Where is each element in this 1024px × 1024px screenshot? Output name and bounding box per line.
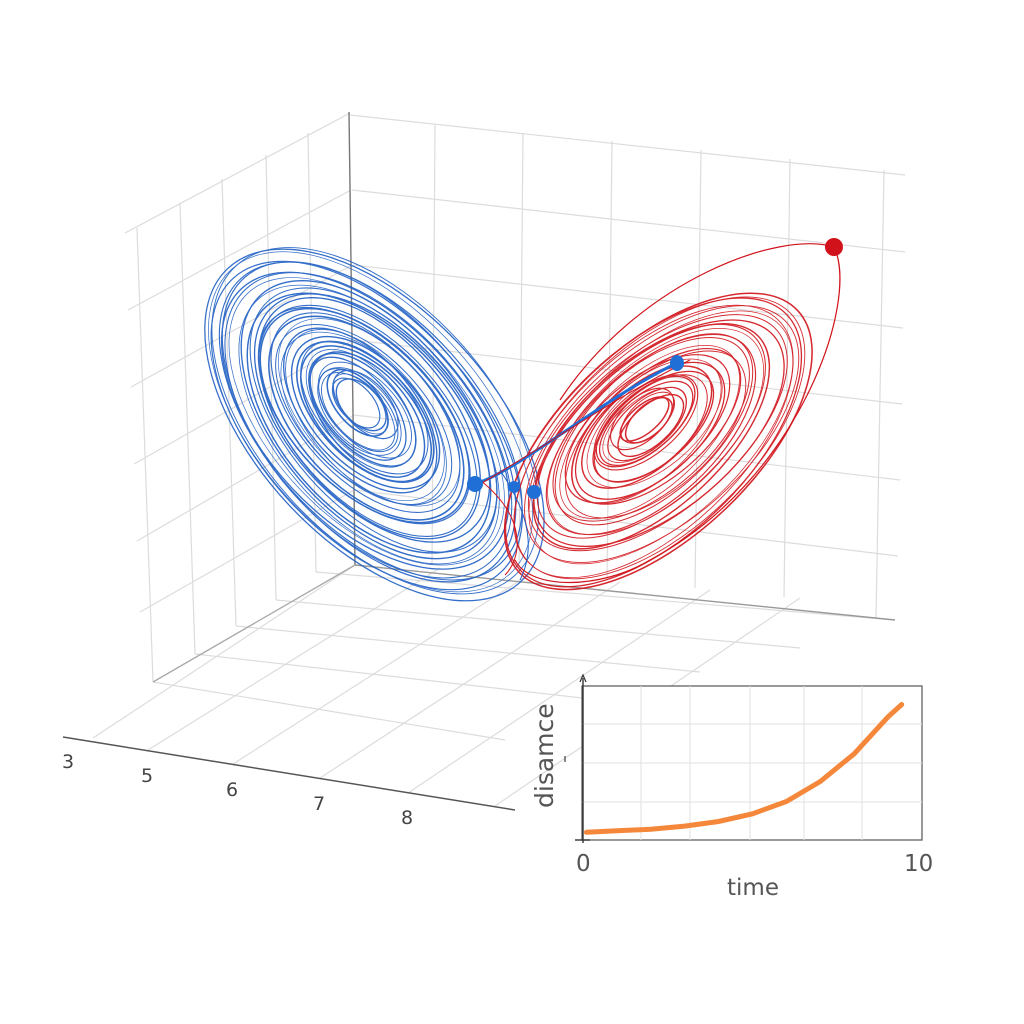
orbit-loop (320, 372, 396, 451)
orbit-loop (283, 327, 438, 494)
orbit-loop (532, 323, 771, 550)
trajectory-markers (467, 238, 843, 499)
orbit-loop (317, 361, 412, 459)
orbit-loop (238, 284, 500, 565)
orbit-loop (559, 344, 740, 519)
crossing-filament (514, 246, 841, 583)
orbit-loop (210, 260, 523, 591)
blue-point-marker (467, 476, 483, 492)
orbit-loop (331, 377, 381, 429)
orbit-loop (317, 367, 402, 456)
orbit-loop (305, 348, 416, 468)
x-axis-ticks: 3 5 6 7 8 (62, 751, 413, 829)
orbit-loop (607, 386, 688, 462)
x-tick-label: 6 (226, 779, 238, 801)
orbit-loop (527, 314, 788, 552)
x-tick-label: 7 (313, 793, 325, 815)
trajectory-blue (204, 247, 545, 602)
x-tick-label: 8 (401, 807, 413, 829)
orbit-loop (208, 251, 533, 593)
orbit-loop (299, 345, 433, 483)
orbit-loop (514, 296, 806, 580)
grid-back-wall (349, 114, 906, 619)
orbit-loop (275, 324, 453, 506)
orbit-loop (332, 369, 399, 440)
orbit-loop (581, 365, 713, 489)
orbit-loop (258, 297, 481, 540)
orbit-loop (211, 247, 540, 595)
orbit-loop (335, 378, 387, 432)
inset-ylabel: disamce (530, 703, 559, 808)
crossing-filament (499, 469, 529, 581)
inset-x-min-label: 0 (576, 851, 591, 877)
blue-point-marker (670, 355, 684, 371)
x-axis: 3 5 6 7 8 (62, 736, 516, 829)
inset-x-max-label: 10 (904, 851, 933, 877)
blue-point-marker (527, 485, 541, 499)
crossing-filament (479, 479, 518, 576)
orbit-loop (524, 305, 800, 563)
orbit-loop (240, 280, 498, 560)
orbit-loop (565, 350, 747, 519)
orbit-loop (246, 292, 492, 554)
orbit-loop (528, 310, 794, 565)
orbit-loop (619, 396, 670, 442)
orbit-loop (545, 333, 757, 536)
trajectory-red (503, 292, 813, 591)
orbit-loop (309, 356, 407, 461)
orbit-loop (533, 319, 785, 548)
orbit-loop (268, 315, 465, 521)
orbit-loop (595, 375, 696, 468)
orbit-loop (285, 329, 447, 505)
orbit-loop (503, 292, 813, 591)
orbit-loop (204, 248, 545, 602)
orbit-loop (617, 393, 685, 458)
crossing-filament (559, 243, 835, 401)
inset-xlabel: time (727, 875, 779, 901)
orbit-loop (228, 277, 505, 566)
inset-chart: 0 10 time disamce (530, 673, 933, 901)
red-endpoint-marker (825, 238, 843, 256)
x-tick-label: 3 (62, 751, 74, 773)
blue-point-marker (508, 481, 520, 493)
distance-curve (583, 702, 905, 835)
orbit-loop (547, 328, 764, 536)
trajectory-crossing (469, 243, 841, 583)
x-tick-label: 5 (141, 765, 153, 787)
crossing-filament (469, 359, 691, 491)
orbit-loop (593, 374, 699, 471)
orbit-loop (249, 287, 498, 553)
orbit-loop (564, 354, 731, 504)
orbit-loop (220, 271, 510, 570)
orbit-loop (554, 333, 754, 526)
orbit-loop (295, 340, 435, 483)
orbit-loop (253, 293, 491, 543)
orbit-loop (602, 387, 687, 463)
orbit-loop (218, 261, 523, 581)
